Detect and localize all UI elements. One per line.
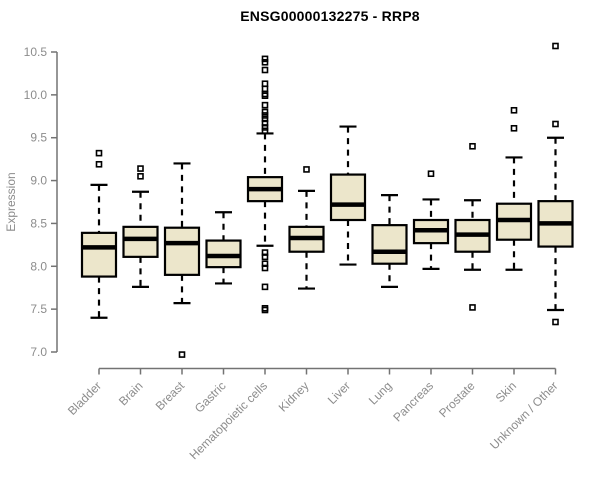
outlier-point xyxy=(469,142,476,150)
box-bladder xyxy=(80,149,118,319)
x-tick-label: Liver xyxy=(325,379,353,407)
y-axis-title: Expression xyxy=(4,172,18,231)
x-tick-label: Skin xyxy=(493,379,519,405)
outlier-point xyxy=(137,172,144,180)
y-axis: 7.0 7.5 8.0 8.5 9.0 9.5 10.0 10.5 Expression xyxy=(4,45,58,359)
outlier-point xyxy=(552,318,559,326)
outlier-point xyxy=(261,85,269,93)
outlier-point xyxy=(510,124,518,132)
box-skin xyxy=(495,106,533,271)
iqr-box xyxy=(80,231,118,278)
y-tick-label: 8.5 xyxy=(30,216,47,230)
outlier-point xyxy=(261,101,269,109)
outlier-point xyxy=(178,351,186,358)
x-tick-label: Lung xyxy=(366,379,395,408)
chart-title: ENSG00000132275 - RRP8 xyxy=(240,8,420,24)
outlier-point xyxy=(261,108,269,116)
outlier-point xyxy=(261,58,269,66)
outlier-point xyxy=(261,66,269,74)
outlier-point xyxy=(95,149,103,157)
x-tick-label: Bladder xyxy=(65,379,104,418)
outlier-point xyxy=(427,170,435,178)
box-brain xyxy=(122,165,159,288)
x-tick-label: Breast xyxy=(153,378,188,413)
iqr-box xyxy=(329,173,367,222)
x-tick-label: Hematopoietic cells xyxy=(187,379,270,462)
box-prostate xyxy=(454,142,491,311)
outlier-point xyxy=(261,283,269,291)
outlier-point xyxy=(552,120,559,128)
box-hematopoietic-cells xyxy=(246,55,284,314)
outlier-point xyxy=(510,106,518,114)
outlier-point xyxy=(261,112,269,119)
iqr-box xyxy=(371,224,408,265)
outlier-point xyxy=(261,306,269,314)
y-tick-label: 7.5 xyxy=(30,302,47,316)
outlier-point xyxy=(95,160,103,168)
outlier-point xyxy=(552,42,559,50)
outlier-point xyxy=(261,92,269,100)
y-tick-label: 10.5 xyxy=(24,45,48,59)
outlier-point xyxy=(469,304,476,311)
x-tick-label: Brain xyxy=(116,379,146,409)
x-tick-label: Kidney xyxy=(276,379,312,415)
box-unknown-other xyxy=(537,42,574,326)
iqr-box xyxy=(122,225,159,258)
outlier-point xyxy=(261,124,269,131)
x-tick-label: Prostate xyxy=(436,379,478,421)
box-gastric xyxy=(205,211,242,285)
y-tick-label: 9.5 xyxy=(30,131,47,145)
box-breast xyxy=(163,162,201,358)
box-pancreas xyxy=(412,170,450,270)
outlier-point xyxy=(261,55,269,63)
x-tick-label: Pancreas xyxy=(390,379,436,425)
outlier-point xyxy=(261,127,269,135)
outlier-point xyxy=(303,166,310,173)
outlier-point xyxy=(261,264,269,272)
y-tick-label: 10.0 xyxy=(24,88,48,102)
x-tick-label: Gastric xyxy=(192,379,229,416)
outlier-point xyxy=(137,165,144,172)
iqr-box xyxy=(163,226,201,276)
outlier-point xyxy=(261,253,269,261)
y-tick-label: 9.0 xyxy=(30,174,47,188)
outlier-point xyxy=(261,80,269,88)
y-tick-label: 7.0 xyxy=(30,345,47,359)
box-kidney xyxy=(288,166,325,290)
box-lung xyxy=(371,194,408,288)
y-tick-label: 8.0 xyxy=(30,259,47,273)
box-liver xyxy=(329,125,367,266)
